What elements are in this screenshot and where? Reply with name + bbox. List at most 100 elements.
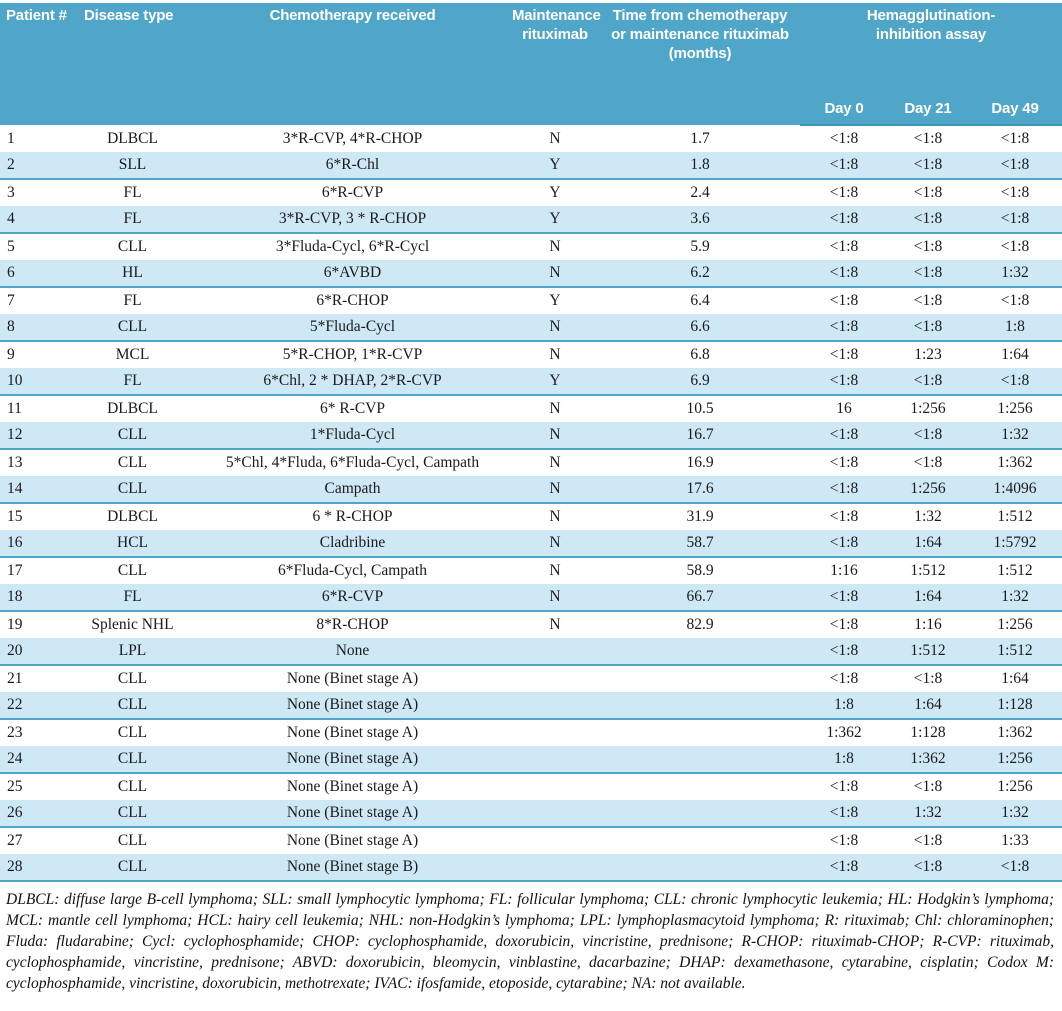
cell-time-months: 16.9 [686, 454, 714, 471]
cell-patient-number: 22 [7, 696, 23, 713]
cell-maintenance-rituximab [510, 827, 600, 854]
cell-chemotherapy: 6*R-CVP [321, 184, 384, 201]
cell-assay-day21: <1:8 [913, 832, 943, 849]
cell-assay-day49: <1:8 [1000, 238, 1030, 255]
cell-disease-type: FL [123, 588, 142, 605]
cell-disease-type: CLL [117, 670, 148, 687]
table-row: 26 CLL None (Binet stage A) <1:8 1:32 1:… [0, 800, 1062, 827]
cell-assay-day21: 1:512 [910, 642, 946, 659]
cell-assay-day21: 1:64 [914, 696, 942, 713]
cell-patient-number: 18 [7, 588, 23, 605]
cell-assay-day0: <1:8 [829, 292, 859, 309]
cell-assay-day0: 1:16 [830, 562, 858, 579]
cell-chemotherapy: 6*R-CHOP [316, 292, 389, 309]
cell-chemotherapy: 3*Fluda-Cycl, 6*R-Cycl [275, 238, 430, 255]
cell-patient-number: 2 [7, 156, 15, 173]
table-row: 24 CLL None (Binet stage A) 1:8 1:362 1:… [0, 746, 1062, 773]
cell-time-months: 6.2 [690, 264, 710, 281]
cell-assay-day49: <1:8 [1000, 858, 1030, 875]
cell-disease-type: DLBCL [107, 400, 158, 417]
cell-disease-type: DLBCL [107, 508, 158, 525]
header-time-from-chemotherapy: Time from chemotherapy or maintenance ri… [600, 3, 800, 125]
cell-time-months: 2.4 [690, 184, 710, 201]
cell-patient-number: 25 [7, 778, 23, 795]
cell-disease-type: CLL [117, 480, 148, 497]
cell-maintenance-rituximab: Y [549, 184, 561, 201]
cell-assay-day21: <1:8 [913, 372, 943, 389]
cell-assay-day49: 1:256 [997, 616, 1033, 633]
table-row: 18 FL 6*R-CVP N 66.7 <1:8 1:64 1:32 [0, 584, 1062, 611]
cell-patient-number: 20 [7, 642, 23, 659]
cell-maintenance-rituximab [510, 854, 600, 881]
cell-assay-day0: <1:8 [829, 264, 859, 281]
cell-time-months: 16.7 [686, 426, 714, 443]
cell-assay-day0: <1:8 [829, 318, 859, 335]
cell-time-months: 6.4 [690, 292, 710, 309]
cell-maintenance-rituximab: N [549, 508, 561, 525]
cell-assay-day21: <1:8 [913, 210, 943, 227]
cell-assay-day49: 1:64 [1001, 670, 1029, 687]
cell-time-months: 6.8 [690, 346, 710, 363]
cell-time-months [600, 719, 800, 746]
cell-disease-type: CLL [117, 750, 148, 767]
cell-chemotherapy: 5*R-CHOP, 1*R-CVP [282, 346, 423, 363]
cell-assay-day49: 1:256 [997, 778, 1033, 795]
cell-assay-day0: <1:8 [829, 480, 859, 497]
cell-disease-type: CLL [117, 804, 148, 821]
cell-assay-day49: 1:362 [997, 454, 1033, 471]
cell-patient-number: 17 [7, 562, 23, 579]
cell-patient-number: 5 [7, 238, 15, 255]
cell-patient-number: 27 [7, 832, 23, 849]
cell-assay-day0: <1:8 [829, 832, 859, 849]
cell-maintenance-rituximab [510, 773, 600, 800]
cell-disease-type: CLL [117, 778, 148, 795]
cell-assay-day49: 1:8 [1005, 318, 1025, 335]
cell-assay-day49: <1:8 [1000, 210, 1030, 227]
cell-assay-day0: <1:8 [829, 534, 859, 551]
cell-time-months [600, 665, 800, 692]
cell-time-months: 6.6 [690, 318, 710, 335]
cell-maintenance-rituximab: N [549, 318, 561, 335]
cell-time-months: 1.8 [690, 156, 710, 173]
cell-assay-day49: 1:4096 [993, 480, 1037, 497]
cell-maintenance-rituximab: Y [549, 292, 561, 309]
cell-chemotherapy: 6 * R-CHOP [312, 508, 393, 525]
cell-disease-type: DLBCL [107, 129, 158, 147]
cell-disease-type: CLL [117, 724, 148, 741]
table-row: 10 FL 6*Chl, 2 * DHAP, 2*R-CVP Y 6.9 <1:… [0, 368, 1062, 395]
cell-time-months: 3.6 [690, 210, 710, 227]
cell-assay-day49: 1:362 [997, 724, 1033, 741]
cell-assay-day0: 16 [836, 400, 852, 417]
cell-maintenance-rituximab: N [549, 400, 561, 417]
cell-assay-day49: 1:256 [997, 750, 1033, 767]
cell-maintenance-rituximab [510, 800, 600, 827]
cell-assay-day0: <1:8 [829, 454, 859, 471]
cell-assay-day0: 1:362 [826, 724, 862, 741]
cell-chemotherapy: 6*R-Chl [325, 156, 380, 173]
cell-time-months: 31.9 [686, 508, 714, 525]
cell-maintenance-rituximab: N [549, 454, 561, 471]
cell-patient-number: 13 [7, 454, 23, 471]
cell-time-months [600, 746, 800, 773]
cell-disease-type: CLL [117, 858, 148, 875]
cell-assay-day49: 1:512 [997, 562, 1033, 579]
cell-assay-day49: 1:512 [997, 642, 1033, 659]
table-row: 5 CLL 3*Fluda-Cycl, 6*R-Cycl N 5.9 <1:8 … [0, 233, 1062, 260]
table-row: 15 DLBCL 6 * R-CHOP N 31.9 <1:8 1:32 1:5… [0, 503, 1062, 530]
cell-time-months [600, 773, 800, 800]
cell-maintenance-rituximab: N [549, 426, 561, 443]
cell-assay-day21: 1:32 [914, 508, 942, 525]
table-body: 1 DLBCL 3*R-CVP, 4*R-CHOP N 1.7 <1:8 <1:… [0, 125, 1062, 881]
cell-time-months: 1.7 [690, 129, 710, 147]
cell-assay-day21: <1:8 [913, 454, 943, 471]
cell-patient-number: 7 [7, 292, 15, 309]
cell-chemotherapy: 6*R-CVP [321, 588, 384, 605]
cell-patient-number: 3 [7, 184, 15, 201]
cell-time-months [600, 692, 800, 719]
cell-time-months: 6.9 [690, 372, 710, 389]
table-row: 12 CLL 1*Fluda-Cycl N 16.7 <1:8 <1:8 1:3… [0, 422, 1062, 449]
header-chemotherapy-received: Chemotherapy received [195, 3, 510, 125]
table-row: 9 MCL 5*R-CHOP, 1*R-CVP N 6.8 <1:8 1:23 … [0, 341, 1062, 368]
patients-table: Patient # Disease type Chemotherapy rece… [0, 3, 1062, 882]
cell-assay-day0: <1:8 [829, 858, 859, 875]
